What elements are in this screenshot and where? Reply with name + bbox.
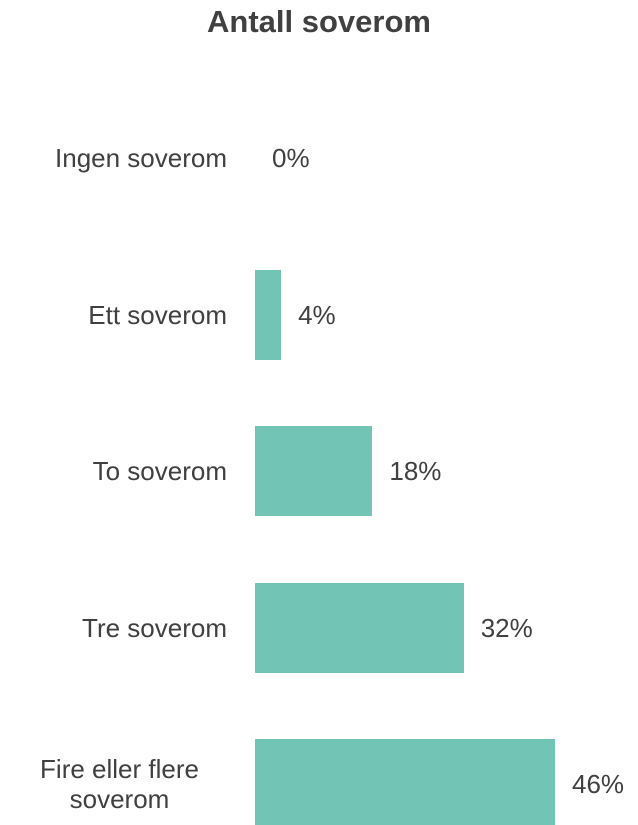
category-label: Ingen soverom [55, 143, 227, 173]
bar [255, 269, 282, 360]
data-label: 18% [389, 456, 442, 486]
category-label: Tre soverom [82, 612, 227, 643]
category-label: Ett soverom [88, 299, 227, 330]
bar [255, 426, 373, 516]
bar [255, 582, 464, 673]
data-label: 0% [272, 143, 310, 173]
bar [255, 739, 555, 825]
category-label: To soverom [92, 456, 227, 486]
data-label: 32% [480, 612, 533, 643]
category-label: Fire eller flere soverom [40, 754, 199, 814]
data-label: 4% [298, 299, 336, 330]
chart-title: Antall soverom [207, 4, 431, 39]
data-label: 46% [572, 769, 625, 799]
